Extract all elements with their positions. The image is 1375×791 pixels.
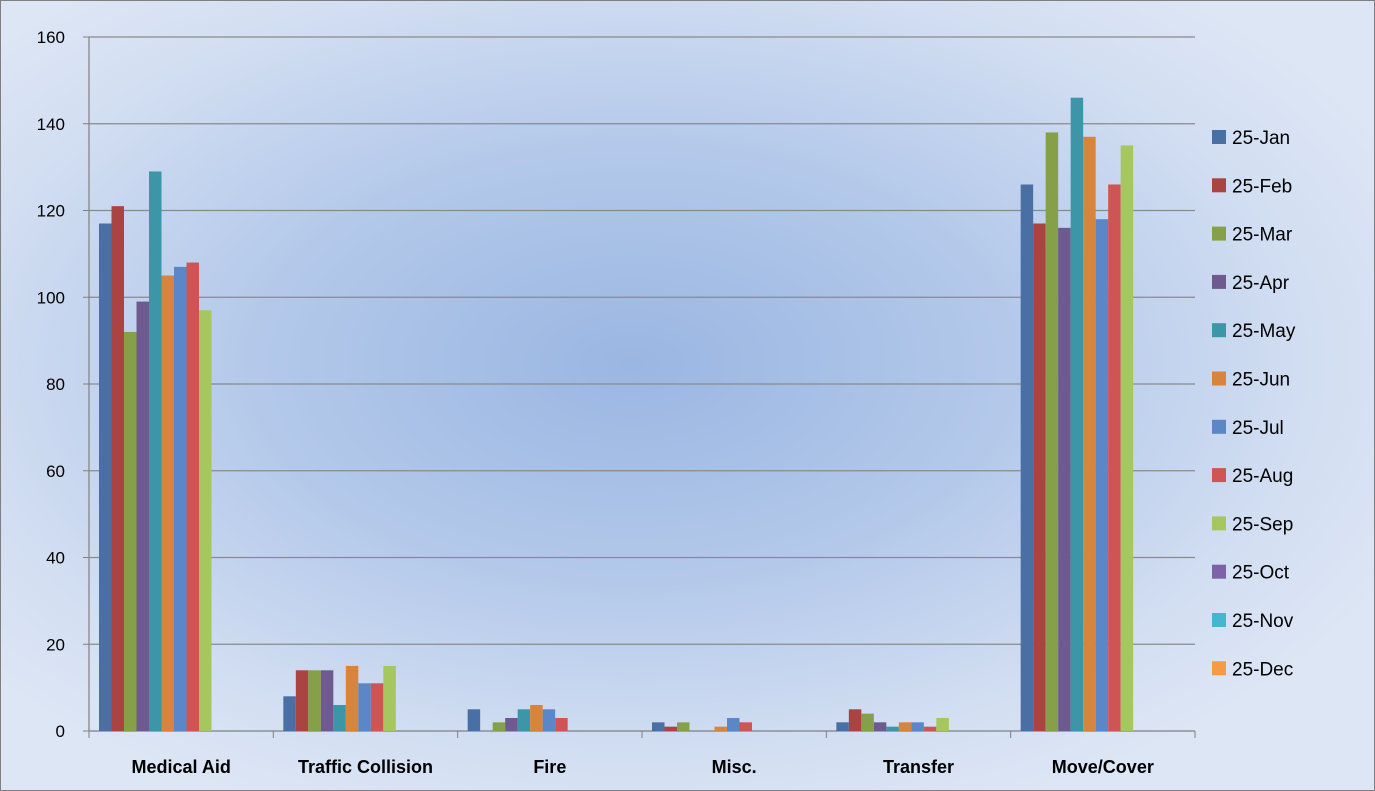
legend-entry: 25-Nov [1232, 611, 1294, 632]
bar [174, 266, 187, 731]
legend-swatch [1212, 468, 1226, 483]
x-category-label: Misc. [712, 757, 757, 777]
bar [1033, 223, 1046, 731]
legend-swatch [1212, 564, 1226, 579]
bar [739, 722, 752, 731]
y-tick-label: 80 [46, 375, 65, 394]
legend-swatch [1212, 371, 1226, 386]
bar [1045, 132, 1059, 732]
bar [1020, 184, 1034, 732]
y-tick-label: 0 [56, 722, 65, 741]
bar [111, 206, 124, 732]
y-tick-label: 140 [37, 115, 65, 134]
bar [308, 670, 321, 731]
bar [517, 709, 531, 731]
y-tick-label: 160 [37, 28, 65, 47]
bar [911, 722, 924, 731]
bar [898, 722, 912, 731]
x-category-label: Move/Cover [1052, 757, 1154, 777]
bar [161, 275, 174, 731]
bar [320, 670, 334, 731]
legend-swatch [1212, 130, 1226, 144]
bar [542, 709, 556, 731]
legend-entry: 25-Feb [1232, 176, 1292, 197]
y-tick-label: 100 [37, 288, 65, 307]
legend-swatch [1212, 323, 1226, 338]
legend-swatch [1212, 516, 1226, 531]
legend-swatch [1212, 613, 1226, 627]
legend-entry: 25-Jan [1232, 128, 1290, 149]
bar [923, 726, 937, 731]
bar [136, 301, 149, 731]
bar [714, 726, 727, 731]
x-category-label: Traffic Collision [298, 757, 433, 777]
bar [505, 717, 518, 731]
y-tick-label: 60 [46, 462, 65, 481]
legend-entry: 25-Oct [1232, 563, 1290, 584]
bar [467, 709, 481, 731]
legend-swatch [1212, 226, 1226, 241]
bar [99, 223, 112, 731]
bar [936, 717, 949, 731]
bar [727, 717, 740, 731]
bar [295, 670, 309, 731]
legend-entry: 25-Jun [1232, 370, 1290, 391]
legend-swatch [1212, 419, 1226, 434]
bar [1108, 184, 1121, 732]
bar [1120, 145, 1134, 731]
bar [383, 665, 396, 731]
bar [149, 171, 162, 731]
bar [861, 713, 874, 731]
bar [530, 704, 543, 731]
bar [345, 665, 359, 731]
legend-entry: 25-Dec [1232, 659, 1293, 680]
y-tick-label: 40 [46, 549, 65, 568]
legend-swatch [1212, 274, 1226, 289]
bar [358, 683, 371, 731]
y-tick-label: 20 [46, 635, 65, 654]
legend-swatch [1212, 178, 1226, 193]
bar [555, 717, 568, 731]
bar [492, 722, 506, 731]
bar [1058, 227, 1071, 731]
bar [370, 683, 384, 731]
y-tick-label: 120 [37, 202, 65, 221]
bar [652, 722, 665, 731]
x-category-label: Fire [533, 757, 566, 777]
legend-entry: 25-Apr [1232, 273, 1290, 294]
x-category-label: Transfer [883, 757, 954, 777]
bar [886, 726, 899, 731]
bar [664, 726, 677, 731]
bar [1095, 219, 1109, 732]
legend-swatch [1212, 661, 1226, 676]
bar [186, 262, 199, 731]
bar [1070, 97, 1084, 732]
bar [848, 709, 862, 731]
legend-entry: 25-Aug [1232, 466, 1293, 487]
bar [873, 722, 887, 731]
x-category-label: Medical Aid [131, 757, 230, 777]
bar [677, 722, 690, 731]
bar [283, 696, 296, 731]
legend-entry: 25-Jul [1232, 418, 1284, 439]
bar [836, 722, 849, 731]
legend-entry: 25-Mar [1232, 225, 1293, 246]
legend-entry: 25-Sep [1232, 514, 1293, 535]
bar [333, 704, 346, 731]
bar [1083, 136, 1096, 731]
bar [124, 331, 137, 731]
legend-entry: 25-May [1232, 321, 1296, 342]
bar [199, 310, 212, 731]
